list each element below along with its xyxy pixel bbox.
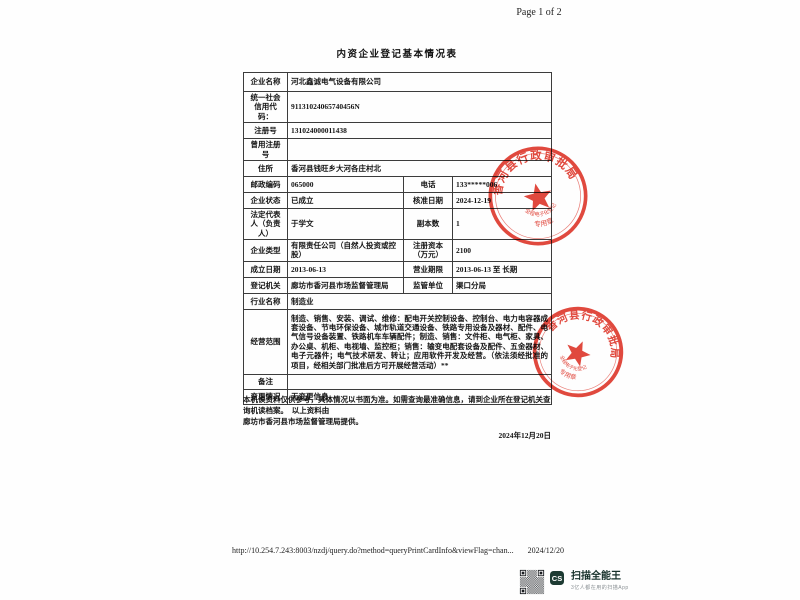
table-row: 登记机关 廊坊市香河县市场监督管理局 监管单位 渠口分局 xyxy=(243,276,553,294)
table-row: 行业名称 制造业 xyxy=(243,292,553,310)
field-label: 电话 xyxy=(403,175,453,193)
seal-star-icon xyxy=(523,183,552,212)
field-label: 邮政编码 xyxy=(243,175,288,193)
field-value: 制造业 xyxy=(286,292,553,310)
field-label: 企业状态 xyxy=(243,191,288,209)
field-value: 廊坊市香河县市场监督管理局 xyxy=(287,276,404,294)
qr-code-icon xyxy=(519,569,545,595)
table-row: 注册号 131024000011438 xyxy=(243,122,553,140)
table-row: 法定代表人（负责人） 于学文 副本数 1 xyxy=(243,207,553,241)
document-title: 内资企业登记基本情况表 xyxy=(336,50,458,60)
field-value: 1 xyxy=(451,207,553,241)
official-red-seal-icon: 香河县行政审批局 全程电子化登记 专用章 xyxy=(482,140,588,246)
disclaimer-line-1: 本机读资料仅供参考，具体情况以书面为准。如需查询最准确信息，请到企业所在登记机关… xyxy=(243,395,551,415)
disclaimer-line-2: 廊坊市香河县市场监督管理局提供。 xyxy=(243,417,363,426)
table-row: 统一社会信用代码： 91131024065740456N xyxy=(243,90,553,124)
field-label: 住所 xyxy=(243,159,288,177)
disclaimer-notes: 本机读资料仅供参考，具体情况以书面为准。如需查询最准确信息，请到企业所在登记机关… xyxy=(243,394,555,441)
field-value: 河北鑫诚电气设备有限公司 xyxy=(286,72,553,92)
issue-date: 2024年12月20日 xyxy=(498,431,552,440)
registration-info-table: 企业名称 河北鑫诚电气设备有限公司 统一社会信用代码： 911310240657… xyxy=(243,72,553,405)
field-value: 渠口分局 xyxy=(451,276,553,294)
table-row: 企业状态 已成立 核准日期 2024-12-19 xyxy=(243,191,553,209)
field-label: 统一社会信用代码： xyxy=(243,90,288,124)
field-label: 监管单位 xyxy=(403,276,453,294)
field-value: 2013-06-13 xyxy=(287,260,404,278)
table-row: 成立日期 2013-06-13 营业期限 2013-06-13 至 长期 xyxy=(243,260,553,278)
field-label: 副本数 xyxy=(403,207,453,241)
camscanner-watermark: CS 扫描全能王 3亿人都在用的扫描App xyxy=(519,569,629,595)
field-value: 131024000011438 xyxy=(286,122,553,140)
field-label: 法定代表人（负责人） xyxy=(243,207,288,241)
field-label: 企业类型 xyxy=(243,239,288,262)
print-date: 2024/12/20 xyxy=(527,546,565,555)
table-row: 企业名称 河北鑫诚电气设备有限公司 xyxy=(243,72,553,92)
field-value: 065000 xyxy=(287,175,404,193)
print-footer: http://10.254.7.243:8003/nzdj/query.do?m… xyxy=(232,546,592,555)
field-label: 登记机关 xyxy=(243,276,288,294)
field-value: 于学文 xyxy=(287,207,404,241)
table-row: 备注 xyxy=(243,373,553,390)
field-label: 曾用注册号 xyxy=(243,138,288,161)
field-value: 有限责任公司（自然人投资或控股） xyxy=(287,239,404,262)
field-label: 经营范围 xyxy=(243,308,288,375)
field-value: 2013-06-13 至 长期 xyxy=(451,260,553,278)
field-label: 成立日期 xyxy=(243,260,288,278)
print-source-url: http://10.254.7.243:8003/nzdj/query.do?m… xyxy=(232,546,514,555)
field-label: 备注 xyxy=(243,373,288,390)
camscanner-logo-icon: CS xyxy=(550,571,564,585)
business-scope-value: 制造、销售、安装、调试、维修：配电开关控制设备、控制台、电力电容器成套设备、节电… xyxy=(286,308,553,375)
field-label: 行业名称 xyxy=(243,292,288,310)
field-label: 注册号 xyxy=(243,122,288,140)
field-value: 无变更信息 xyxy=(286,388,553,405)
field-value: 已成立 xyxy=(287,191,404,209)
camscanner-app-name: 扫描全能王 xyxy=(571,571,621,582)
table-row: 曾用注册号 xyxy=(243,138,553,161)
seal-star-icon xyxy=(565,341,591,367)
table-row: 变更情况 无变更信息 xyxy=(243,388,553,405)
camscanner-text-block: 扫描全能王 3亿人都在用的扫描App xyxy=(571,569,629,591)
field-label: 核准日期 xyxy=(403,191,453,209)
page-number: Page 1 of 2 xyxy=(516,7,562,18)
field-label: 企业名称 xyxy=(243,72,288,92)
table-row: 经营范围 制造、销售、安装、调试、维修：配电开关控制设备、控制台、电力电容器成套… xyxy=(243,308,553,375)
field-value: 91131024065740456N xyxy=(286,90,553,124)
field-label: 营业期限 xyxy=(403,260,453,278)
camscanner-tagline: 3亿人都在用的扫描App xyxy=(571,585,629,591)
field-label: 注册资本（万元） xyxy=(403,239,453,262)
table-row: 住所 香河县钱旺乡大河各庄村北 xyxy=(243,159,553,177)
